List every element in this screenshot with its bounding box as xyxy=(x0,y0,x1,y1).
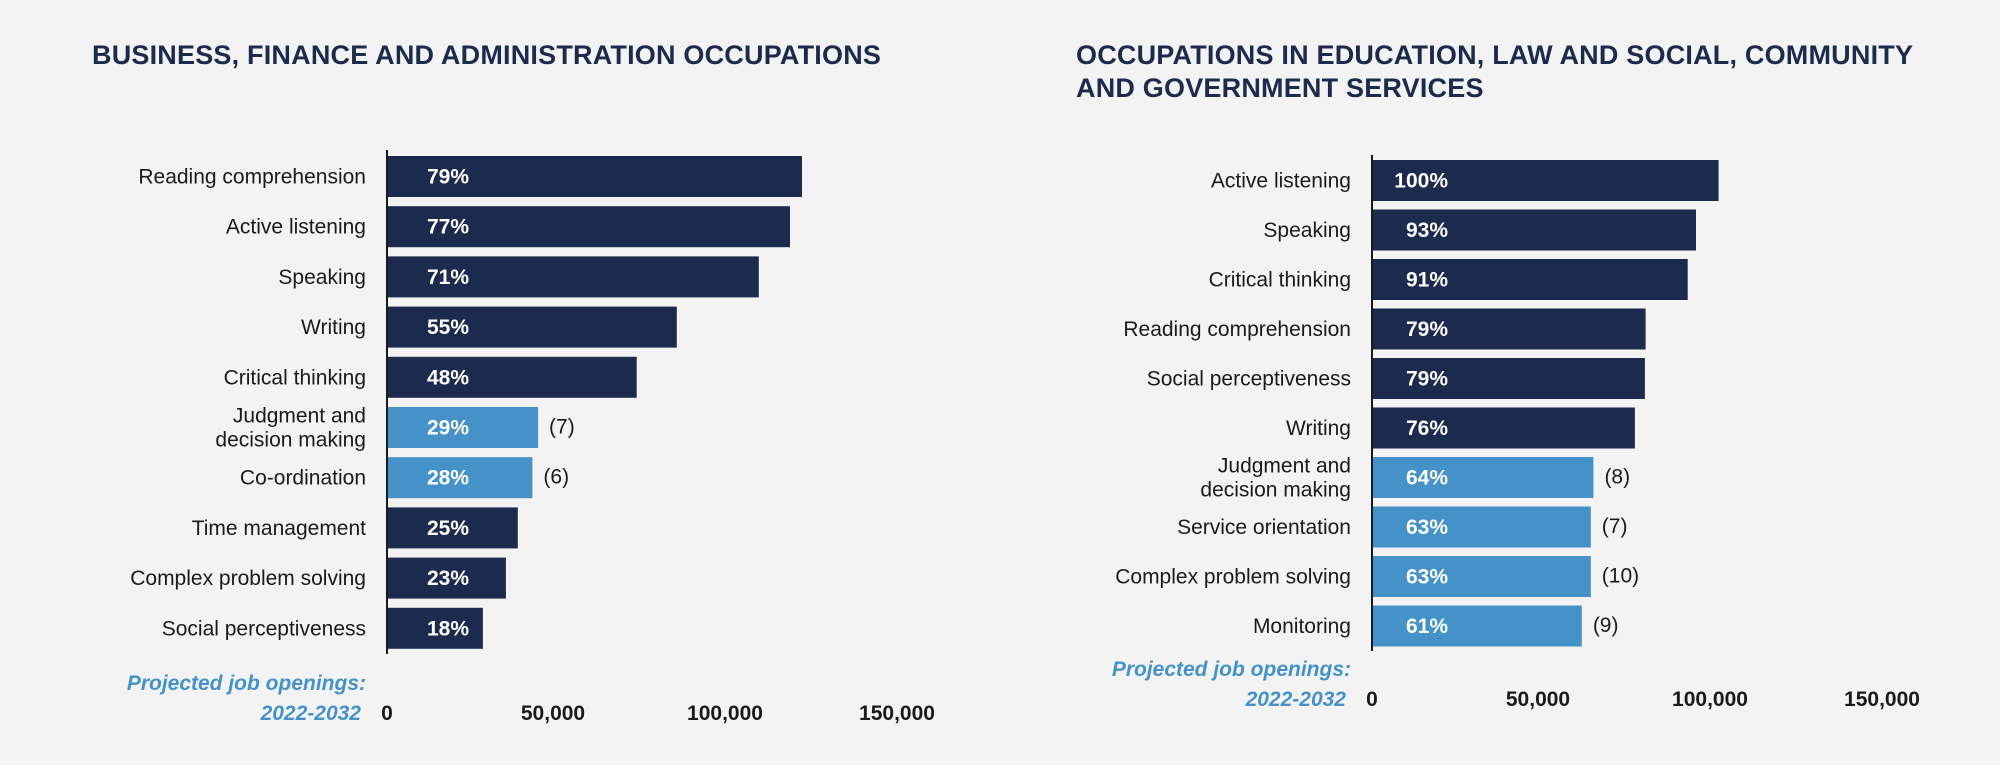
percent-label: 91% xyxy=(1406,269,1448,292)
percent-label: 28% xyxy=(427,467,469,490)
rank-label: (9) xyxy=(1593,614,1619,637)
category-label: Service orientation xyxy=(1177,516,1351,539)
x-axis-label: 2022-2032 xyxy=(1245,688,1347,711)
percent-label: 23% xyxy=(427,567,469,590)
bar xyxy=(387,256,759,298)
chart-title-business: BUSINESS, FINANCE AND ADMINISTRATION OCC… xyxy=(92,40,882,70)
category-label: Writing xyxy=(301,316,366,339)
percent-label: 18% xyxy=(427,617,469,640)
percent-label: 25% xyxy=(427,517,469,540)
x-axis-label: Projected job openings: xyxy=(127,672,366,695)
bar xyxy=(1372,259,1688,300)
category-label: Social perceptiveness xyxy=(1147,368,1351,391)
percent-label: 77% xyxy=(427,216,469,239)
bar xyxy=(387,206,790,248)
rank-label: (7) xyxy=(549,416,575,439)
percent-label: 93% xyxy=(1406,219,1448,242)
percent-label: 100% xyxy=(1394,170,1448,193)
rank-label: (6) xyxy=(543,466,569,489)
percent-label: 79% xyxy=(1406,318,1448,341)
bar xyxy=(387,156,802,197)
x-tick-label: 150,000 xyxy=(859,702,935,725)
category-label: Co-ordination xyxy=(240,467,366,490)
category-label: Speaking xyxy=(1263,219,1351,242)
category-label: Social perceptiveness xyxy=(162,617,366,640)
x-tick-label: 100,000 xyxy=(1672,688,1748,711)
bar xyxy=(387,306,677,348)
category-label: Active listening xyxy=(1211,170,1351,193)
bar xyxy=(1372,209,1696,251)
category-label: Critical thinking xyxy=(224,366,366,389)
category-label: Reading comprehension xyxy=(1123,318,1351,341)
category-label: decision making xyxy=(1200,479,1351,502)
rank-label: (7) xyxy=(1602,515,1628,538)
x-tick-label: 150,000 xyxy=(1844,688,1920,711)
percent-label: 55% xyxy=(427,316,469,339)
x-tick-label: 0 xyxy=(381,702,393,725)
category-label: Critical thinking xyxy=(1209,269,1351,292)
bar xyxy=(1372,556,1591,597)
x-tick-label: 100,000 xyxy=(687,702,763,725)
x-tick-label: 50,000 xyxy=(1506,688,1570,711)
percent-label: 29% xyxy=(427,417,469,440)
bar xyxy=(387,356,637,398)
percent-label: 63% xyxy=(1406,566,1448,589)
percent-label: 61% xyxy=(1406,615,1448,638)
x-axis-label: Projected job openings: xyxy=(1112,658,1351,681)
bar xyxy=(387,607,483,649)
category-label: Monitoring xyxy=(1253,615,1351,638)
percent-label: 79% xyxy=(427,166,469,189)
x-tick-label: 0 xyxy=(1366,688,1378,711)
category-label: Complex problem solving xyxy=(1115,566,1351,589)
bar xyxy=(1372,407,1635,449)
chart-title-education: OCCUPATIONS IN EDUCATION, LAW AND SOCIAL… xyxy=(1076,40,1913,103)
bar xyxy=(387,507,518,549)
bar xyxy=(387,557,506,599)
bar xyxy=(1372,457,1594,498)
percent-label: 48% xyxy=(427,366,469,389)
category-label: Reading comprehension xyxy=(138,166,366,189)
rank-label: (10) xyxy=(1602,565,1639,588)
category-label: decision making xyxy=(215,429,366,452)
bar xyxy=(1372,308,1646,350)
category-label: Judgment and xyxy=(1218,455,1351,478)
x-tick-label: 50,000 xyxy=(521,702,585,725)
bar xyxy=(1372,605,1582,647)
category-label: Speaking xyxy=(278,266,366,289)
category-label: Active listening xyxy=(226,216,366,239)
category-label: Judgment and xyxy=(233,405,366,428)
percent-label: 79% xyxy=(1406,368,1448,391)
bar xyxy=(387,457,533,499)
rank-label: (8) xyxy=(1604,466,1630,489)
category-label: Time management xyxy=(192,517,366,540)
percent-label: 64% xyxy=(1406,467,1448,490)
percent-label: 71% xyxy=(427,266,469,289)
bar xyxy=(1372,160,1719,201)
category-label: Complex problem solving xyxy=(130,567,366,590)
bar xyxy=(1372,358,1645,399)
percent-label: 63% xyxy=(1406,516,1448,539)
bar xyxy=(1372,506,1591,548)
x-axis-label: 2022-2032 xyxy=(260,702,362,725)
percent-label: 76% xyxy=(1406,417,1448,440)
category-label: Writing xyxy=(1286,417,1351,440)
bar xyxy=(387,407,539,448)
